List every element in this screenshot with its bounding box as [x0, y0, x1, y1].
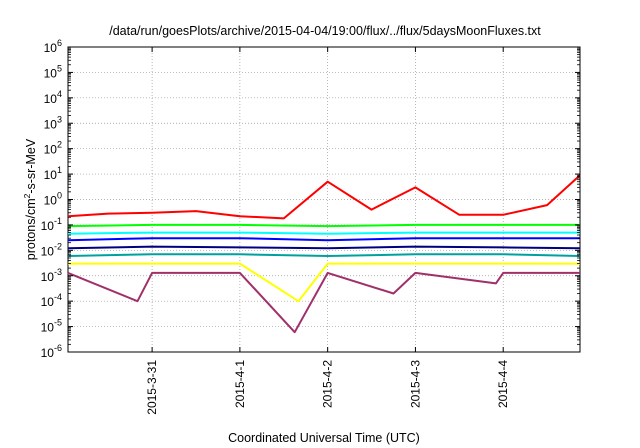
series-line: [67, 237, 580, 242]
x-tick-label: 2015-4-3: [408, 360, 422, 408]
series-line: [67, 271, 580, 334]
series-line: [68, 262, 580, 303]
series-group: [67, 174, 581, 334]
y-tick-label: 10-6: [41, 343, 62, 360]
y-tick-label: 103: [44, 114, 62, 131]
y-tick-label: 10-4: [41, 292, 62, 309]
y-tick-label: 106: [44, 38, 62, 55]
x-tick-label: 2015-4-2: [321, 360, 335, 408]
y-tick-label: 105: [44, 63, 62, 80]
y-axis-label: protons/cm2-s-sr-MeV: [22, 138, 38, 260]
y-tick-label: 10-5: [41, 318, 62, 335]
series-line: [67, 253, 581, 257]
y-tick-label: 100: [44, 191, 62, 208]
y-tick-label: 10-3: [41, 267, 62, 284]
x-tick-label: 2015-4-1: [233, 360, 247, 408]
y-tick-label: 10-1: [41, 216, 62, 233]
grid: [68, 47, 580, 352]
chart-title: /data/run/goesPlots/archive/2015-04-04/1…: [109, 24, 541, 38]
x-axis: 2015-3-31 2015-4-1 2015-4-2 2015-4-3 2015-4-…: [145, 47, 510, 415]
series-line: [67, 174, 581, 220]
x-tick-label: 2015-4-4: [496, 360, 510, 408]
series-line: [67, 223, 580, 228]
y-tick-label: 101: [44, 165, 62, 182]
y-tick-label: 102: [44, 140, 62, 157]
y-axis: 10-6 10-5 10-4 10-3 10-2 10-1 100 101 102 103 104 1…: [41, 38, 580, 360]
x-tick-label: 2015-3-31: [145, 360, 159, 415]
series-line: [67, 231, 580, 235]
y-tick-label: 10-2: [41, 241, 62, 258]
series-line: [67, 245, 581, 250]
x-axis-label: Coordinated Universal Time (UTC): [228, 431, 420, 445]
y-tick-label: 104: [44, 89, 62, 106]
